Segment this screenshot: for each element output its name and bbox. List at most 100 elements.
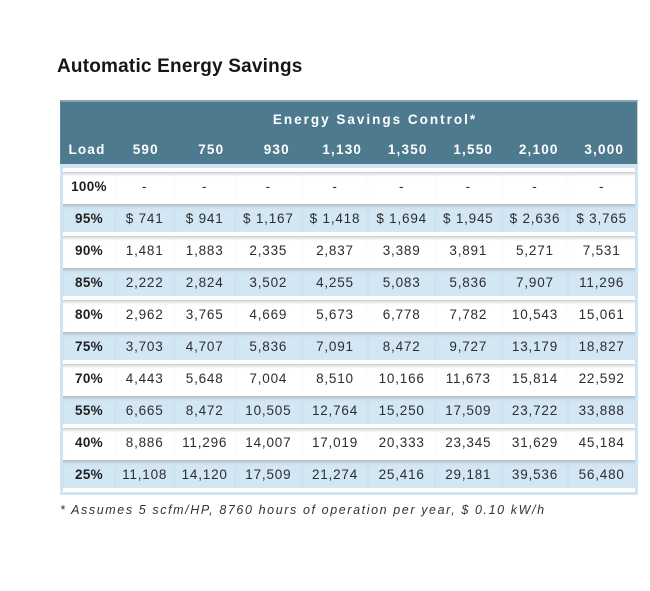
value-cell: 14,120: [174, 460, 235, 488]
value-cell: -: [235, 172, 302, 200]
value-cell: 10,166: [368, 364, 435, 392]
value-cell: 6,665: [115, 396, 175, 424]
value-cell: 17,509: [235, 460, 302, 488]
value-cell: 56,480: [568, 460, 635, 488]
value-cell: 1,883: [174, 236, 235, 264]
value-cell: $ 1,167: [235, 204, 302, 232]
value-cell: 5,836: [434, 268, 502, 296]
value-cell: 5,836: [235, 332, 302, 360]
value-cell: 4,669: [235, 300, 302, 328]
value-cell: 5,648: [174, 364, 235, 392]
table-row: 100% - - - - - - - -: [63, 172, 635, 200]
value-cell: 18,827: [568, 332, 635, 360]
table-row: 75% 3,703 4,707 5,836 7,091 8,472 9,727 13,179 1…: [63, 332, 635, 360]
load-cell: 40%: [63, 428, 115, 456]
value-cell: 10,543: [501, 300, 569, 328]
value-cell: $ 741: [115, 204, 175, 232]
value-cell: 2,335: [235, 236, 302, 264]
value-cell: 10,505: [235, 396, 302, 424]
value-cell: 7,531: [568, 236, 635, 264]
value-cell: 3,703: [115, 332, 175, 360]
value-cell: 15,250: [368, 396, 435, 424]
value-cell: 29,181: [434, 460, 502, 488]
column-header: 1,350: [387, 142, 428, 157]
table-row: 55% 6,665 8,472 10,505 12,764 15,250 17,509 23,…: [63, 396, 635, 424]
value-cell: 3,389: [368, 236, 435, 264]
value-cell: 17,019: [301, 428, 369, 456]
value-cell: 20,333: [368, 428, 435, 456]
value-cell: $ 941: [174, 204, 235, 232]
value-cell: 5,271: [501, 236, 569, 264]
value-cell: 2,222: [115, 268, 175, 296]
footnote: * Assumes 5 scfm/HP, 8760 hours of opera…: [60, 503, 546, 517]
value-cell: $ 1,418: [301, 204, 369, 232]
value-cell: 11,296: [568, 268, 635, 296]
load-cell: 80%: [63, 300, 115, 328]
value-cell: 8,472: [174, 396, 235, 424]
column-header: 750: [198, 142, 225, 157]
value-cell: 11,108: [115, 460, 175, 488]
value-cell: 7,907: [501, 268, 569, 296]
value-cell: 11,296: [174, 428, 235, 456]
value-cell: 13,179: [501, 332, 569, 360]
load-cell: 75%: [63, 332, 115, 360]
value-cell: 11,673: [434, 364, 502, 392]
load-cell: 90%: [63, 236, 115, 264]
band-header: Energy Savings Control*: [272, 112, 478, 127]
value-cell: -: [501, 172, 569, 200]
value-cell: -: [115, 172, 175, 200]
value-cell: 8,886: [115, 428, 175, 456]
table-row: 90% 1,481 1,883 2,335 2,837 3,389 3,891 5,271 7,…: [63, 236, 635, 264]
value-cell: 25,416: [368, 460, 435, 488]
value-cell: 39,536: [501, 460, 569, 488]
value-cell: -: [434, 172, 502, 200]
data-table: 100% - - - - - - - -95% $ 741 $ 941 $ 1,167 $ 1,418 $…: [63, 168, 635, 492]
value-cell: -: [301, 172, 369, 200]
table-row: 70% 4,443 5,648 7,004 8,510 10,166 11,673 15,81…: [63, 364, 635, 392]
value-cell: 45,184: [568, 428, 635, 456]
value-cell: 23,345: [434, 428, 502, 456]
value-cell: 9,727: [434, 332, 502, 360]
column-header: 930: [263, 142, 290, 157]
value-cell: 7,782: [434, 300, 502, 328]
table-body: 100% - - - - - - - -95% $ 741 $ 941 $ 1,167 $ 1,418 $…: [63, 172, 635, 488]
value-cell: 8,472: [368, 332, 435, 360]
table-row: 40% 8,886 11,296 14,007 17,019 20,333 23,345 31…: [63, 428, 635, 456]
value-cell: 1,481: [115, 236, 175, 264]
value-cell: $ 1,945: [434, 204, 502, 232]
column-header: 1,550: [453, 142, 494, 157]
value-cell: 5,673: [301, 300, 369, 328]
table-row: 80% 2,962 3,765 4,669 5,673 6,778 7,782 10,543 1…: [63, 300, 635, 328]
load-cell: 95%: [63, 204, 115, 232]
value-cell: 6,778: [368, 300, 435, 328]
value-cell: $ 2,636: [501, 204, 569, 232]
value-cell: 22,592: [568, 364, 635, 392]
load-cell: 55%: [63, 396, 115, 424]
value-cell: 15,061: [568, 300, 635, 328]
value-cell: 3,891: [434, 236, 502, 264]
value-cell: -: [368, 172, 435, 200]
value-cell: 4,707: [174, 332, 235, 360]
column-header-load: Load: [68, 142, 106, 157]
table-row: 25% 11,108 14,120 17,509 21,274 25,416 29,181 3…: [63, 460, 635, 488]
value-cell: 5,083: [368, 268, 435, 296]
value-cell: 7,091: [301, 332, 369, 360]
value-cell: 4,255: [301, 268, 369, 296]
value-cell: 4,443: [115, 364, 175, 392]
column-header: 590: [132, 142, 159, 157]
energy-savings-table: Energy Savings Control* Load 590 750 930 1,1…: [60, 100, 638, 495]
load-cell: 25%: [63, 460, 115, 488]
value-cell: -: [174, 172, 235, 200]
table-row: 85% 2,222 2,824 3,502 4,255 5,083 5,836 7,907 11…: [63, 268, 635, 296]
load-cell: 100%: [63, 172, 115, 200]
table-row: 95% $ 741 $ 941 $ 1,167 $ 1,418 $ 1,694 $ 1,94…: [63, 204, 635, 232]
value-cell: 8,510: [301, 364, 369, 392]
table-body-box: 100% - - - - - - - -95% $ 741 $ 941 $ 1,167 $ 1,418 $…: [60, 168, 638, 495]
value-cell: 3,502: [235, 268, 302, 296]
column-header: 3,000: [584, 142, 625, 157]
value-cell: -: [568, 172, 635, 200]
value-cell: 2,837: [301, 236, 369, 264]
value-cell: 17,509: [434, 396, 502, 424]
value-cell: 15,814: [501, 364, 569, 392]
column-header-row: Load 590 750 930 1,130 1,350 1,550 2,100 3,000: [61, 135, 637, 164]
